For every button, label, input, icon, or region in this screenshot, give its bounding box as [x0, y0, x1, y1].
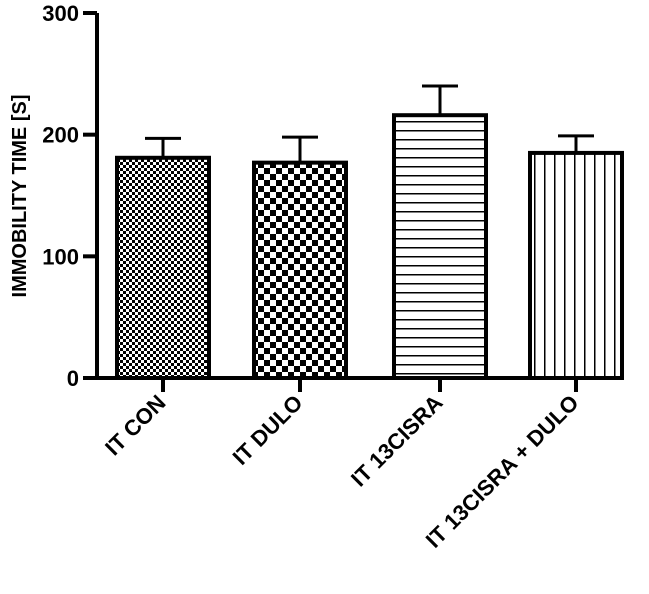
y-axis-title: IMMOBILITY TIME [S] — [9, 95, 31, 298]
x-category-label: IT DULO — [228, 390, 308, 470]
x-category-label: IT CON — [100, 390, 170, 460]
y-axis: 0 100 200 300 — [42, 1, 99, 391]
x-category-label: IT 13CISRA — [346, 390, 448, 492]
x-category-label: IT 13CISRA + DULO — [421, 390, 584, 553]
y-tick-label: 0 — [67, 366, 79, 391]
bar — [392, 113, 488, 380]
y-tick-label: 200 — [42, 123, 79, 148]
bar — [252, 160, 348, 380]
bars-group — [115, 84, 624, 380]
y-tick-label: 100 — [42, 244, 79, 269]
bar — [115, 155, 211, 380]
bar — [528, 150, 624, 380]
y-tick-label: 300 — [42, 1, 79, 26]
